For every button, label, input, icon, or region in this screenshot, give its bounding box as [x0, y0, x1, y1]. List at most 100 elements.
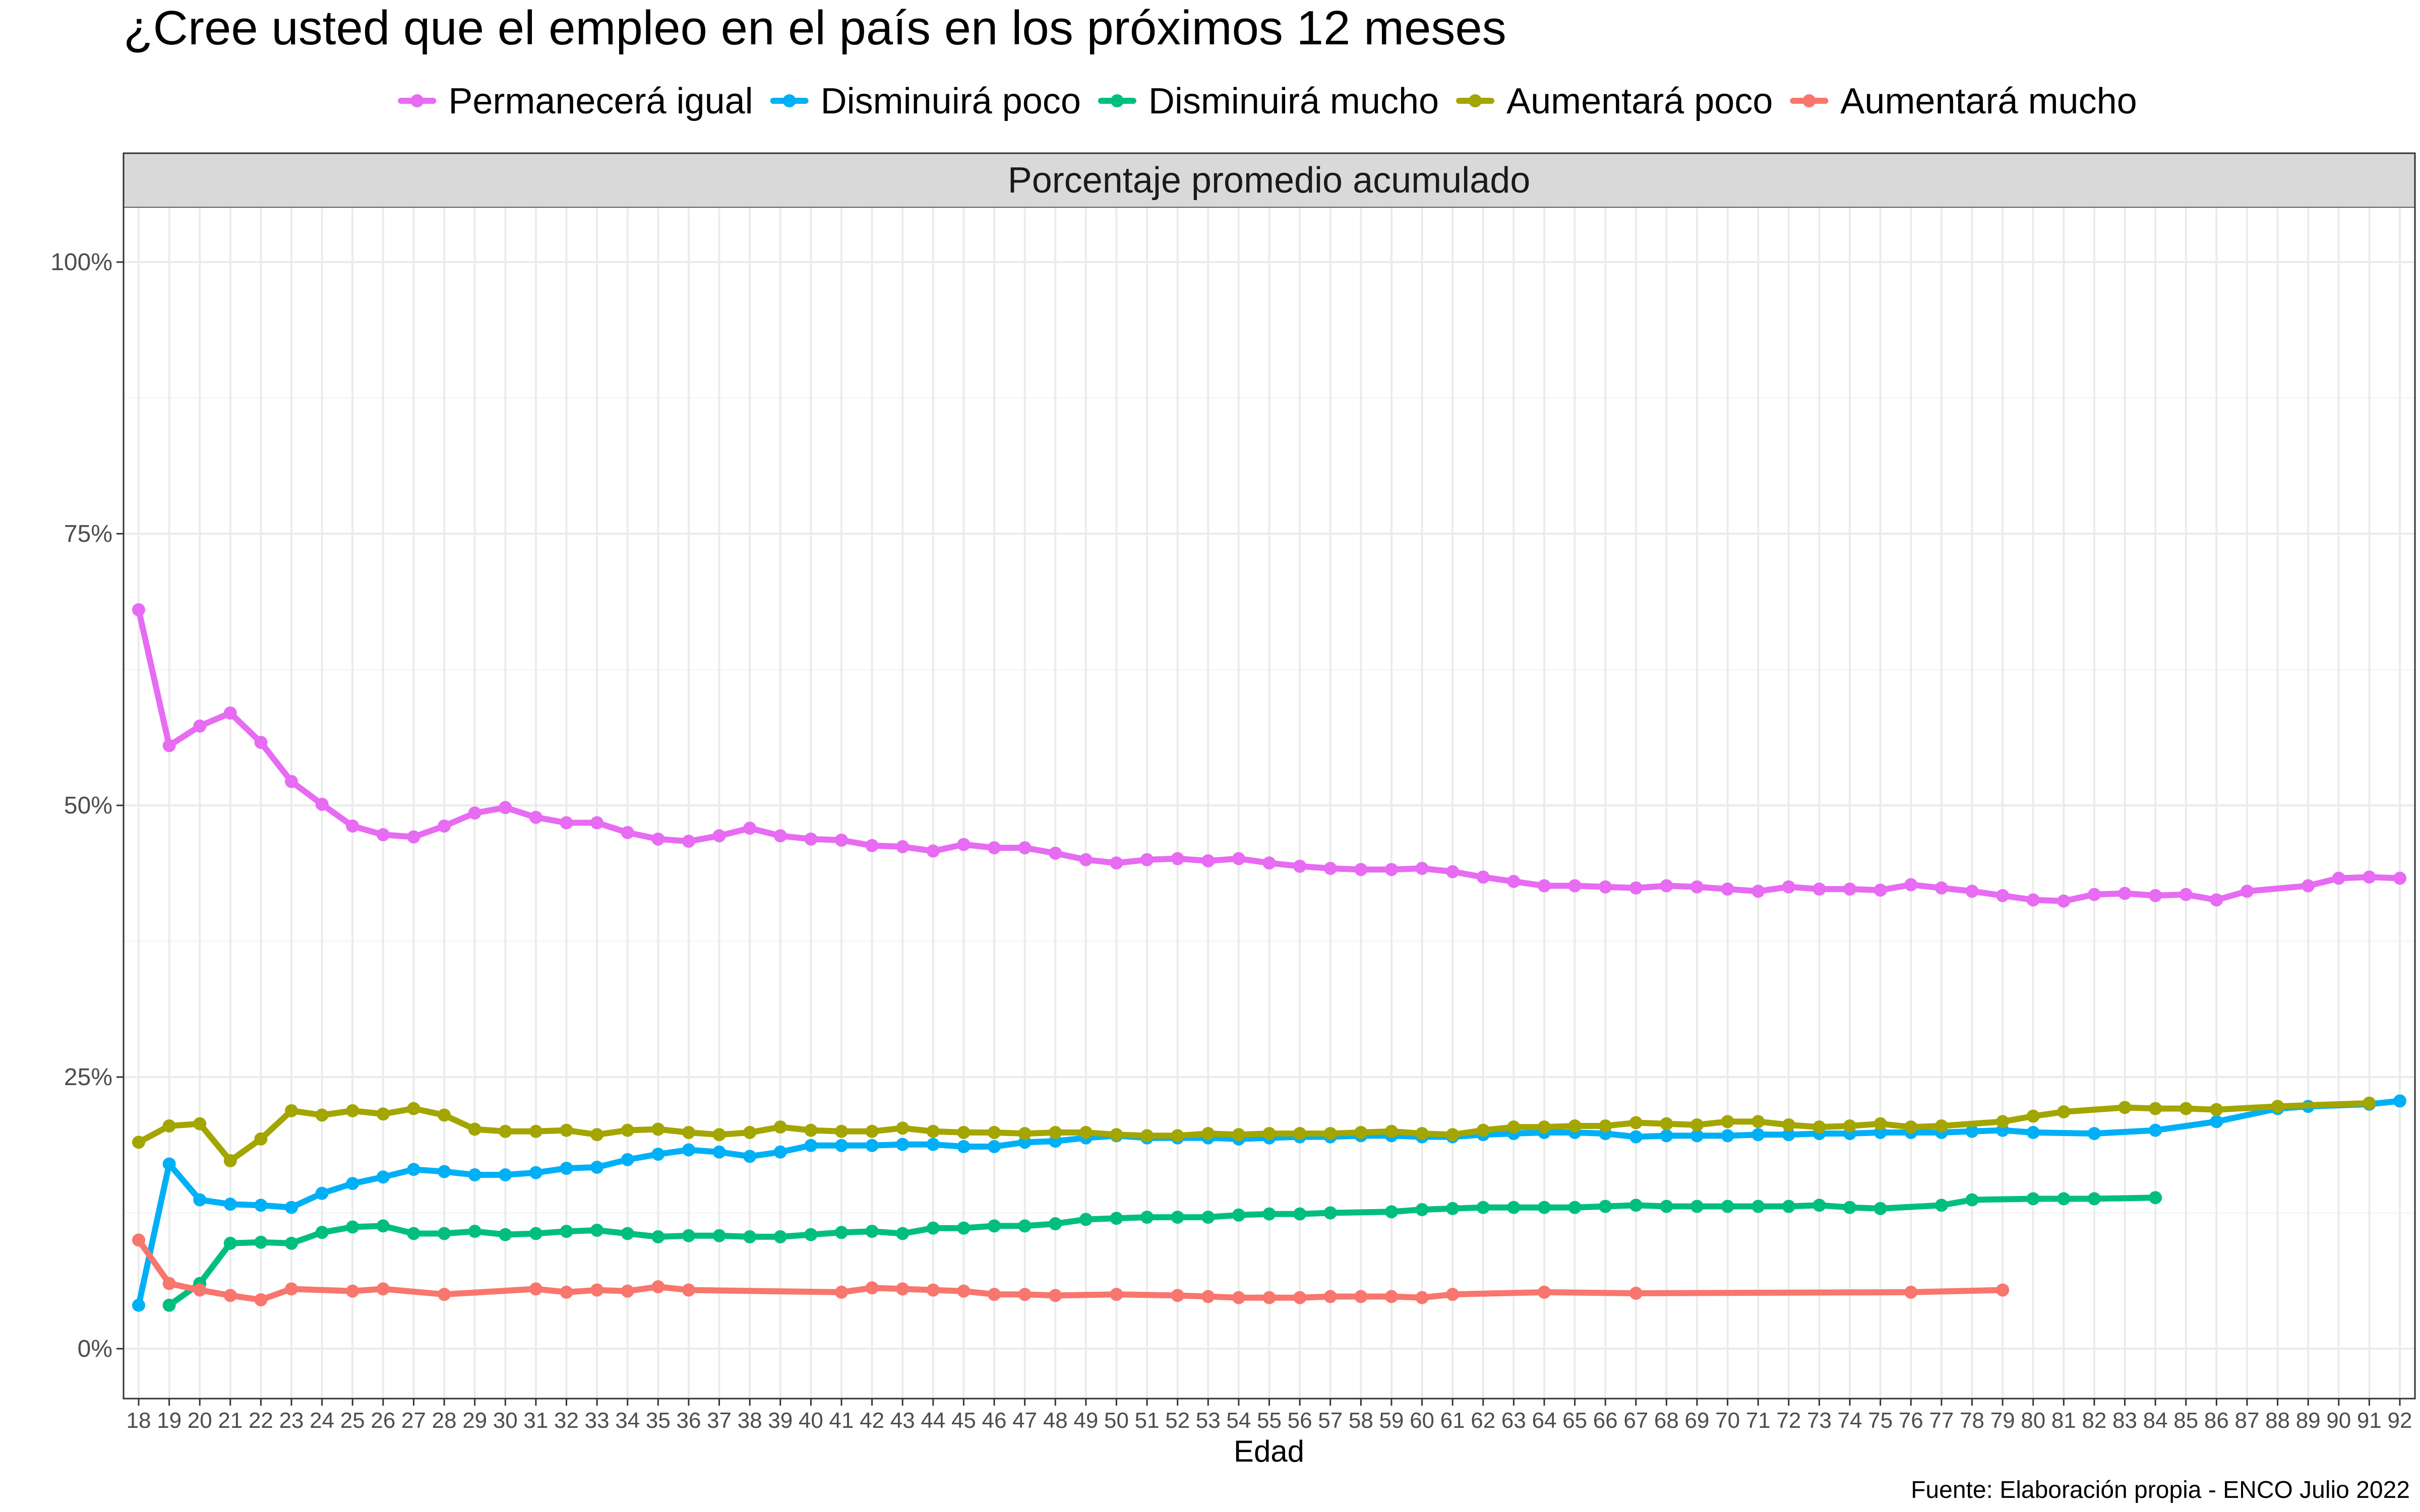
x-tick-label: 50: [1104, 1408, 1129, 1433]
data-point: [621, 826, 634, 839]
data-point: [1537, 879, 1551, 893]
x-tick-label: 55: [1257, 1408, 1282, 1433]
data-point: [1110, 1288, 1123, 1301]
data-point: [2240, 885, 2254, 898]
data-point: [2087, 1127, 2101, 1141]
data-point: [407, 1163, 420, 1176]
data-point: [1018, 1288, 1032, 1301]
chart-title: ¿Cree usted que el empleo en el país en …: [124, 1, 1506, 55]
data-point: [468, 1122, 481, 1136]
data-point: [1232, 1208, 1245, 1222]
data-point: [1323, 1290, 1337, 1303]
data-point: [1996, 1283, 2010, 1297]
data-point: [2026, 1192, 2040, 1206]
data-point: [1293, 1291, 1307, 1304]
data-point: [223, 1154, 237, 1168]
data-point: [1049, 1289, 1062, 1302]
data-point: [1079, 1125, 1093, 1139]
data-point: [896, 1121, 910, 1135]
data-point: [1293, 859, 1307, 873]
legend-label: Disminuirá poco: [821, 81, 1081, 121]
data-point: [1934, 881, 1948, 895]
data-point: [988, 1125, 1001, 1139]
data-point: [743, 1125, 757, 1139]
data-point: [1293, 1207, 1307, 1221]
data-point: [896, 1227, 910, 1240]
data-point: [2149, 889, 2162, 902]
data-point: [957, 838, 971, 851]
x-tick-label: 42: [860, 1408, 884, 1433]
data-point: [1384, 863, 1398, 876]
x-tick-label: 76: [1899, 1408, 1923, 1433]
data-point: [712, 1229, 726, 1242]
data-point: [1507, 874, 1521, 888]
series-aumentara-mucho: [132, 1233, 2010, 1306]
data-point: [315, 797, 329, 811]
data-point: [2087, 1192, 2101, 1206]
data-point: [2363, 1096, 2376, 1110]
data-point: [834, 1139, 848, 1152]
x-tick-label: 20: [188, 1408, 212, 1433]
data-point: [1660, 879, 1673, 893]
data-point: [346, 1284, 359, 1298]
data-point: [254, 1235, 268, 1249]
data-point: [499, 1168, 512, 1182]
data-point: [223, 1289, 237, 1302]
data-point: [1476, 1123, 1490, 1137]
data-point: [438, 1108, 451, 1122]
x-tick-label: 37: [707, 1408, 732, 1433]
data-point: [407, 1227, 420, 1240]
data-point: [162, 1298, 176, 1312]
data-point: [468, 1168, 481, 1182]
data-point: [560, 1225, 573, 1238]
data-point: [1721, 1200, 1734, 1213]
x-tick-label: 68: [1654, 1408, 1679, 1433]
data-point: [346, 819, 359, 833]
data-point: [1965, 1193, 1979, 1207]
data-point: [1904, 1285, 1918, 1299]
data-point: [285, 1201, 298, 1214]
data-point: [315, 1186, 329, 1200]
data-point: [1293, 1127, 1307, 1141]
data-point: [1171, 1289, 1184, 1302]
data-point: [1690, 1129, 1704, 1143]
data-point: [1537, 1201, 1551, 1214]
x-tick-label: 64: [1532, 1408, 1556, 1433]
data-point: [621, 1123, 634, 1137]
legend-label: Aumentará poco: [1506, 81, 1773, 121]
data-point: [896, 840, 910, 853]
data-point: [1782, 1118, 1795, 1131]
data-point: [1599, 880, 1612, 894]
data-point: [590, 1283, 604, 1297]
data-point: [1812, 883, 1826, 896]
data-point: [1904, 1120, 1918, 1134]
x-tick-label: 89: [2296, 1408, 2321, 1433]
data-point: [1323, 1127, 1337, 1141]
data-point: [1721, 1115, 1734, 1128]
data-point: [254, 735, 268, 749]
data-point: [1262, 1127, 1276, 1141]
data-point: [621, 1227, 634, 1240]
data-point: [2057, 894, 2071, 908]
data-point: [1629, 881, 1643, 895]
data-point: [193, 719, 207, 733]
data-point: [1354, 1290, 1368, 1303]
x-tick-label: 25: [340, 1408, 365, 1433]
x-tick-label: 33: [585, 1408, 610, 1433]
data-point: [560, 1285, 573, 1299]
x-tick-label: 46: [982, 1408, 1007, 1433]
x-tick-label: 91: [2357, 1408, 2382, 1433]
data-point: [1843, 883, 1857, 896]
data-point: [254, 1132, 268, 1146]
data-point: [651, 1148, 665, 1161]
data-point: [1629, 1130, 1643, 1144]
data-point: [926, 1283, 940, 1297]
legend-key-point: [410, 94, 424, 107]
data-point: [1782, 1200, 1795, 1213]
data-point: [285, 1236, 298, 1250]
data-point: [1415, 1203, 1429, 1217]
data-point: [1568, 879, 1582, 893]
data-point: [1415, 862, 1429, 875]
data-point: [346, 1177, 359, 1190]
x-tick-label: 65: [1562, 1408, 1587, 1433]
